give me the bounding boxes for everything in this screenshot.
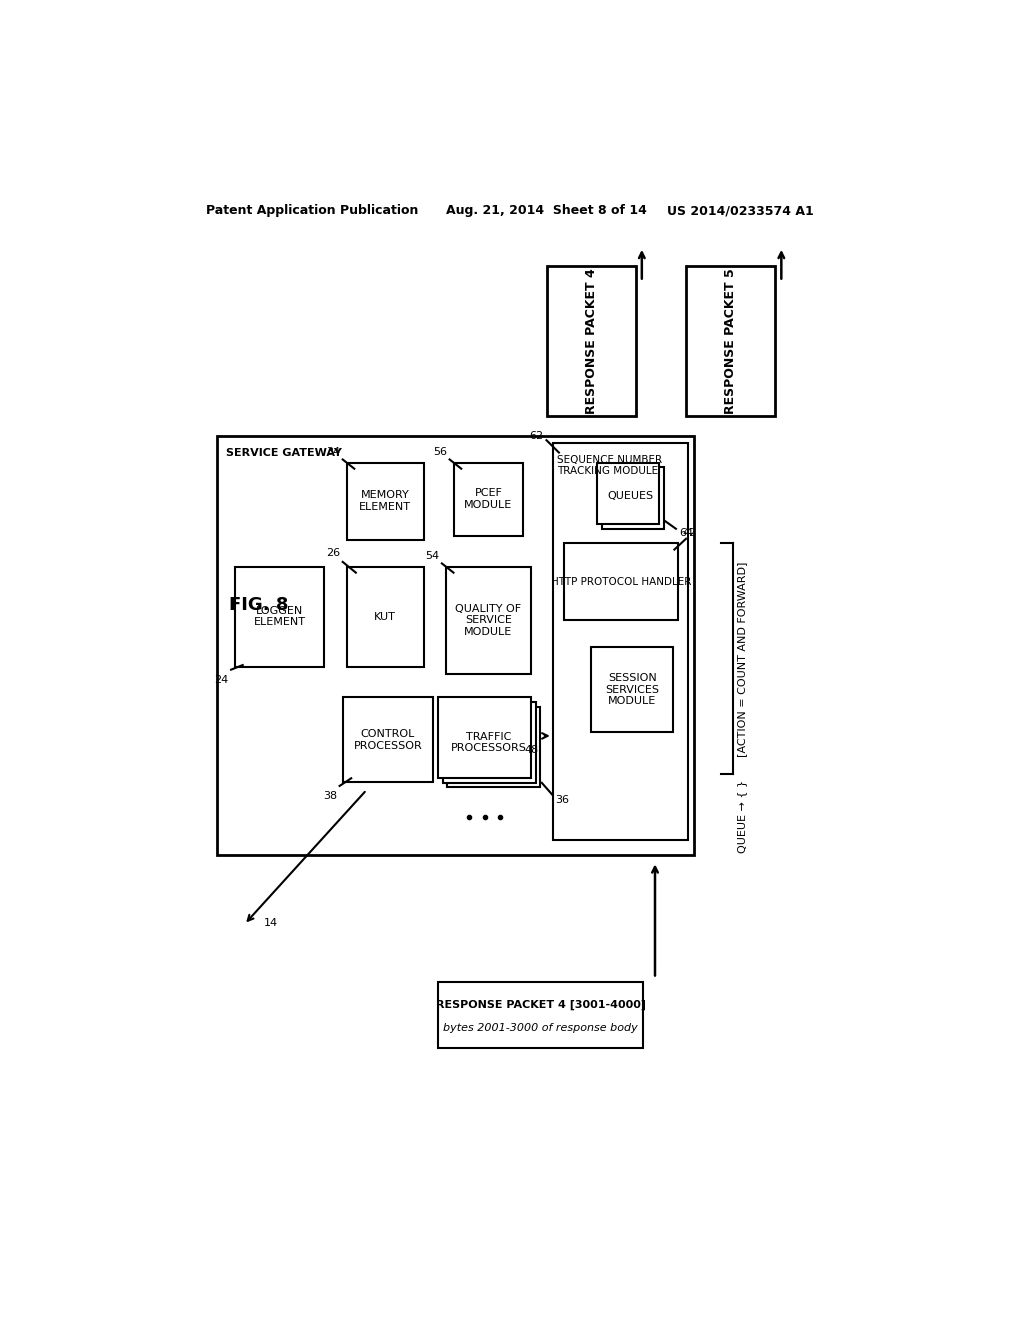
Bar [563, 544, 678, 620]
Text: 62: 62 [529, 430, 544, 441]
Text: LOGGEN
ELEMENT: LOGGEN ELEMENT [254, 606, 305, 627]
Text: PCEF
MODULE: PCEF MODULE [464, 488, 512, 510]
Bar [346, 566, 424, 667]
Bar [553, 444, 688, 840]
Bar [217, 436, 693, 855]
Bar [547, 267, 636, 416]
Text: 38: 38 [324, 791, 337, 801]
Text: 26: 26 [327, 548, 340, 557]
Text: SERVICE GATEWAY: SERVICE GATEWAY [226, 447, 342, 458]
Text: RESPONSE PACKET 4: RESPONSE PACKET 4 [585, 268, 598, 414]
Text: KUT: KUT [375, 611, 396, 622]
Text: TRAFFIC
PROCESSORS: TRAFFIC PROCESSORS [452, 731, 527, 754]
Text: HTTP PROTOCOL HANDLER: HTTP PROTOCOL HANDLER [551, 577, 691, 587]
Text: CONTROL
PROCESSOR: CONTROL PROCESSOR [353, 729, 422, 751]
Bar [592, 647, 673, 733]
Bar [442, 702, 536, 783]
Text: 36: 36 [555, 795, 569, 805]
Bar [454, 462, 523, 536]
Text: FIG. 8: FIG. 8 [228, 597, 288, 614]
Text: US 2014/0233574 A1: US 2014/0233574 A1 [667, 205, 813, 218]
Text: QUEUES: QUEUES [607, 491, 653, 500]
Bar [438, 697, 531, 779]
Text: 56: 56 [433, 446, 447, 457]
Bar [601, 467, 664, 529]
Text: bytes 2001-3000 of response body: bytes 2001-3000 of response body [443, 1023, 638, 1034]
Text: [ACTION = COUNT AND FORWARD]: [ACTION = COUNT AND FORWARD] [737, 561, 746, 756]
Bar [234, 566, 324, 667]
Text: 54: 54 [425, 550, 439, 561]
Bar [597, 462, 658, 524]
Text: QUALITY OF
SERVICE
MODULE: QUALITY OF SERVICE MODULE [456, 603, 521, 638]
Text: Patent Application Publication: Patent Application Publication [206, 205, 418, 218]
Text: RESPONSE PACKET 5: RESPONSE PACKET 5 [724, 268, 737, 414]
Text: 48: 48 [524, 744, 539, 755]
Bar [343, 697, 432, 781]
Text: RESPONSE PACKET 4 [3001-4000]: RESPONSE PACKET 4 [3001-4000] [435, 1001, 646, 1010]
Bar [686, 267, 775, 416]
Text: QUEUE → { }: QUEUE → { } [737, 780, 746, 853]
Text: SESSION
SERVICES
MODULE: SESSION SERVICES MODULE [605, 673, 659, 706]
Text: MEMORY
ELEMENT: MEMORY ELEMENT [359, 490, 412, 512]
Text: 64: 64 [679, 528, 693, 539]
Bar [346, 462, 424, 540]
Bar [447, 706, 541, 788]
Bar [438, 982, 643, 1048]
Text: 42: 42 [683, 528, 697, 537]
Text: 24: 24 [214, 676, 228, 685]
Text: 14: 14 [264, 917, 279, 928]
Bar [445, 566, 531, 675]
Text: Aug. 21, 2014  Sheet 8 of 14: Aug. 21, 2014 Sheet 8 of 14 [445, 205, 646, 218]
Text: SEQUENCE NUMBER
TRACKING MODULE: SEQUENCE NUMBER TRACKING MODULE [557, 455, 662, 477]
Text: 34: 34 [327, 446, 340, 457]
